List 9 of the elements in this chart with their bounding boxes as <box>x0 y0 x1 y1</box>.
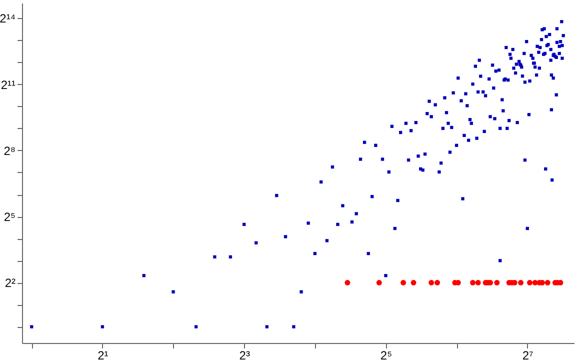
y-tick-label: 2¹¹ <box>0 78 16 92</box>
y-tick-label: 2⁵ <box>4 210 16 224</box>
y-tick-label: 2¹⁴ <box>0 12 16 26</box>
x-tick-label: 2⁷ <box>522 348 534 362</box>
x-tick-label: 2³ <box>239 348 250 362</box>
y-tick-label: 2⁸ <box>4 144 16 158</box>
x-tick-label: 2⁵ <box>380 348 392 362</box>
x-tick-label: 2¹ <box>98 348 108 362</box>
y-tick-label: 2² <box>4 276 16 290</box>
